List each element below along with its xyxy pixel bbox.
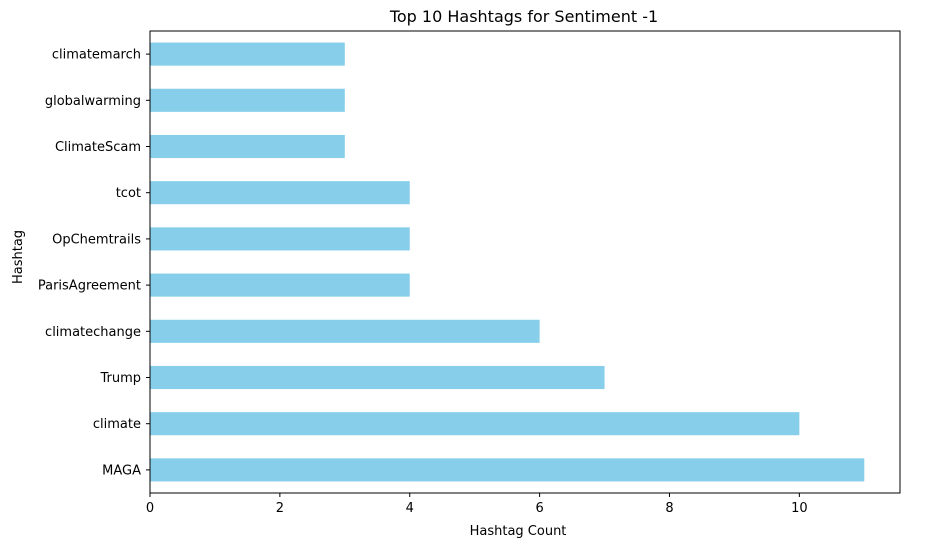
- bars-layer: [150, 42, 865, 482]
- x-tick-label: 4: [406, 501, 414, 516]
- bar: [150, 458, 865, 482]
- bar: [150, 181, 410, 205]
- bar: [150, 227, 410, 251]
- bar: [150, 273, 410, 297]
- y-tick-label: Trump: [99, 371, 141, 386]
- bar: [150, 42, 345, 66]
- y-tick-label: ParisAgreement: [38, 279, 141, 294]
- y-tick-label: climatemarch: [52, 48, 141, 63]
- x-axis-label: Hashtag Count: [470, 524, 567, 539]
- plot-frame: [149, 30, 901, 494]
- x-tick-label: 8: [665, 501, 673, 516]
- y-tick-label: climatechange: [45, 325, 141, 340]
- x-tick-label: 0: [146, 501, 154, 516]
- bar: [150, 88, 345, 112]
- y-tick-label: globalwarming: [45, 94, 141, 109]
- bar: [150, 319, 540, 343]
- chart-title: Top 10 Hashtags for Sentiment -1: [389, 7, 658, 26]
- bar: [150, 134, 345, 159]
- bar: [150, 365, 605, 390]
- y-tick-label: ClimateScam: [55, 140, 141, 155]
- x-tick-label: 6: [535, 501, 543, 516]
- axes-layer: MAGA climate Trump climatechange ParisAgreem…: [38, 30, 901, 516]
- y-tick-label: climate: [93, 417, 141, 432]
- bar: [150, 412, 800, 436]
- y-tick-label: MAGA: [102, 463, 141, 478]
- x-tick-label: 10: [791, 501, 808, 516]
- y-axis-label: Hashtag: [11, 230, 26, 284]
- y-tick-label: OpChemtrails: [52, 232, 141, 247]
- x-tick-label: 2: [276, 501, 284, 516]
- y-tick-label: tcot: [116, 186, 141, 201]
